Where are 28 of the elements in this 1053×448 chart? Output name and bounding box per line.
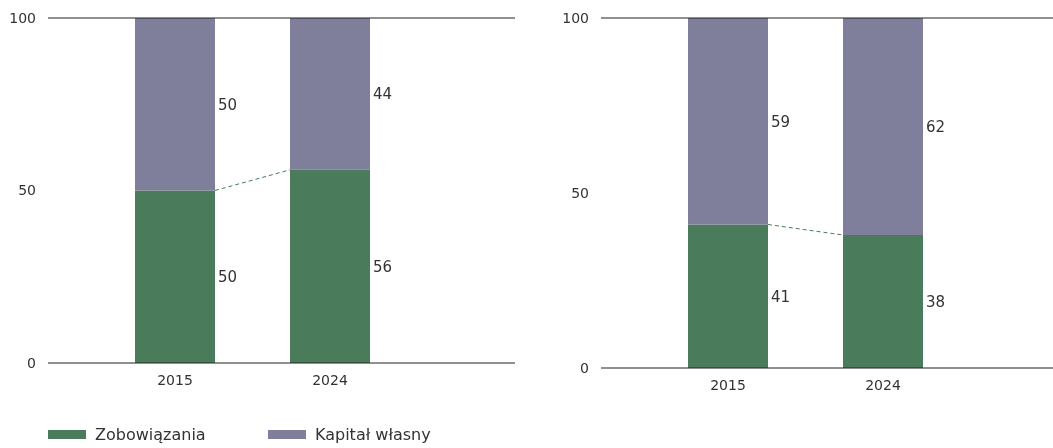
data-label: 50 (218, 95, 238, 114)
x-tick-label: 2015 (710, 377, 746, 393)
x-tick-label: 2024 (312, 372, 348, 388)
legend-label: Kapitał własny (315, 425, 431, 444)
bar (688, 18, 768, 225)
x-tick-label: 2024 (865, 377, 901, 393)
legend-label: Zobowiązania (95, 425, 206, 444)
bar (843, 18, 923, 235)
bar (135, 18, 215, 191)
data-label: 59 (771, 112, 791, 131)
y-tick-label: 100 (562, 9, 589, 26)
data-label: 62 (926, 117, 946, 136)
bar (688, 224, 768, 368)
data-label: 38 (926, 292, 946, 311)
bar (290, 169, 370, 363)
data-label: 41 (771, 287, 791, 306)
bar (290, 18, 370, 170)
x-tick-label: 2015 (157, 372, 193, 388)
y-tick-label: 0 (27, 354, 36, 371)
y-tick-label: 50 (571, 184, 589, 201)
bar (135, 190, 215, 363)
data-label: 44 (373, 85, 393, 104)
data-label: 56 (373, 257, 393, 276)
bar (843, 235, 923, 368)
y-tick-label: 0 (580, 359, 589, 376)
y-tick-label: 50 (18, 182, 36, 199)
y-tick-label: 100 (9, 9, 36, 26)
data-label: 50 (218, 268, 238, 286)
